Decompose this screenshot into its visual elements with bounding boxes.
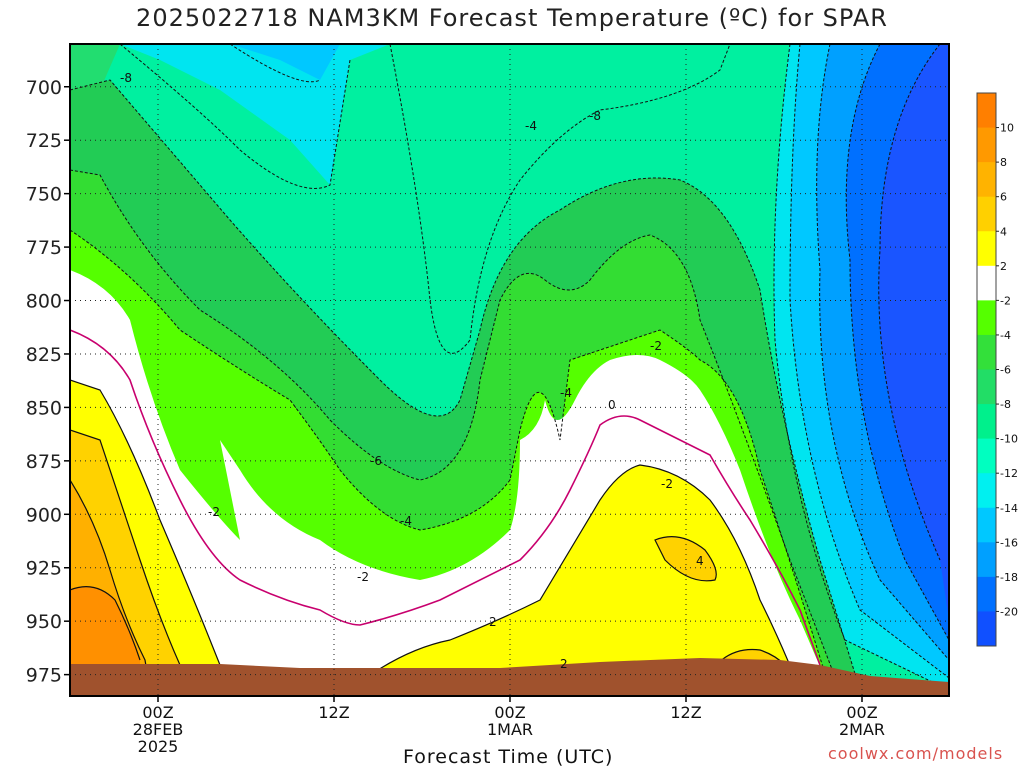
contour-label: 2 — [560, 657, 568, 671]
colorbar-label: -4 — [1000, 329, 1011, 342]
colorbar-swatch — [977, 93, 996, 129]
y-tick-label: 975 — [26, 665, 62, 687]
contour-label: -6 — [370, 454, 382, 468]
colorbar-label: -14 — [1000, 502, 1018, 515]
contour-label: -2 — [357, 570, 369, 584]
x-tick-label: 2025 — [138, 737, 179, 756]
band-warm-dome — [350, 465, 800, 690]
contour-label: 4 — [696, 554, 704, 568]
contour-label: -8 — [589, 109, 601, 123]
colorbar-swatch — [977, 404, 996, 440]
terrain — [70, 658, 949, 696]
x-tick-label: 00Z — [846, 703, 877, 722]
contour-label: -2 — [650, 339, 662, 353]
colorbar-label: -2 — [1000, 294, 1011, 307]
colorbar-label: -6 — [1000, 364, 1011, 377]
colorbar-swatch — [977, 231, 996, 267]
colorbar-label: -16 — [1000, 536, 1018, 549]
contour-label: -2 — [661, 477, 673, 491]
colorbar-swatch — [977, 507, 996, 543]
y-tick-label: 750 — [26, 184, 62, 206]
y-tick-label: 950 — [26, 611, 62, 633]
chart-title: 2025022718 NAM3KM Forecast Temperature (… — [136, 4, 888, 32]
colorbar-swatch — [977, 196, 996, 232]
contour-labels: -8 -8 -4 -6 -4 -2 -2 -4 -2 0 -2 2 4 2 — [120, 71, 704, 671]
x-tick-label: 12Z — [670, 703, 701, 722]
colorbar-swatch — [977, 127, 996, 163]
colorbar-label: 4 — [1000, 225, 1007, 238]
colorbar-label: -8 — [1000, 398, 1011, 411]
colorbar-label: -20 — [1000, 605, 1018, 618]
band-minus12-upper-left — [230, 44, 340, 80]
band-minus10-upper-left — [120, 44, 350, 185]
y-tick-label: 900 — [26, 504, 62, 526]
colorbar-swatch — [977, 473, 996, 509]
x-tick-label: 2MAR — [839, 720, 885, 739]
x-tick-label: 12Z — [318, 703, 349, 722]
x-tick-label: 28FEB — [133, 720, 184, 739]
colorbar-swatch — [977, 438, 996, 474]
colorbar-swatch — [977, 334, 996, 370]
colorbar-swatch — [977, 576, 996, 612]
solid-contours — [70, 379, 801, 691]
y-tick-label: 725 — [26, 130, 62, 152]
dashed-contours — [70, 44, 949, 691]
gridlines — [70, 44, 949, 696]
colorbar-label: -18 — [1000, 571, 1018, 584]
y-tick-label: 775 — [26, 237, 62, 259]
colorbar-label: -12 — [1000, 467, 1018, 480]
colorbar-swatch — [977, 300, 996, 336]
contour-label: 0 — [608, 398, 616, 412]
colorbar-swatch — [977, 265, 996, 301]
colorbar-label: 10 — [1000, 122, 1014, 135]
band-warm-pocket — [655, 536, 717, 581]
credit-text: coolwx.com/models — [828, 744, 1004, 763]
x-axis-title: Forecast Time (UTC) — [403, 746, 614, 768]
colorbar-swatch — [977, 369, 996, 405]
colorbar-swatch — [977, 162, 996, 198]
contour-label: -4 — [525, 119, 537, 133]
x-tick-label: 1MAR — [487, 720, 533, 739]
colorbar-label: -10 — [1000, 433, 1018, 446]
y-axis: 700 725 750 775 800 825 850 875 900 925 950 975 — [26, 77, 70, 687]
colorbar-swatch — [977, 611, 996, 647]
contour-label: 2 — [489, 615, 497, 629]
zero-contour — [70, 329, 821, 666]
colorbar-label: 8 — [1000, 156, 1007, 169]
y-tick-label: 875 — [26, 451, 62, 473]
x-tick-label: 00Z — [494, 703, 525, 722]
contour-label: -8 — [120, 71, 132, 85]
y-tick-label: 700 — [26, 77, 62, 99]
colorbar: 10 8 6 4 2 -2 -4 -6 -8 -10 -12 -14 -16 -18 -20 — [976, 92, 1018, 647]
contour-label: -4 — [560, 386, 572, 400]
colorbar-swatch — [977, 542, 996, 578]
colorbar-label: 2 — [1000, 260, 1007, 273]
y-tick-label: 825 — [26, 344, 62, 366]
y-tick-label: 800 — [26, 291, 62, 313]
y-tick-label: 850 — [26, 397, 62, 419]
x-tick-label: 00Z — [142, 703, 173, 722]
colorbar-label: 6 — [1000, 191, 1007, 204]
contour-label: -2 — [208, 505, 220, 519]
contour-label: -4 — [400, 514, 412, 528]
y-tick-label: 925 — [26, 558, 62, 580]
